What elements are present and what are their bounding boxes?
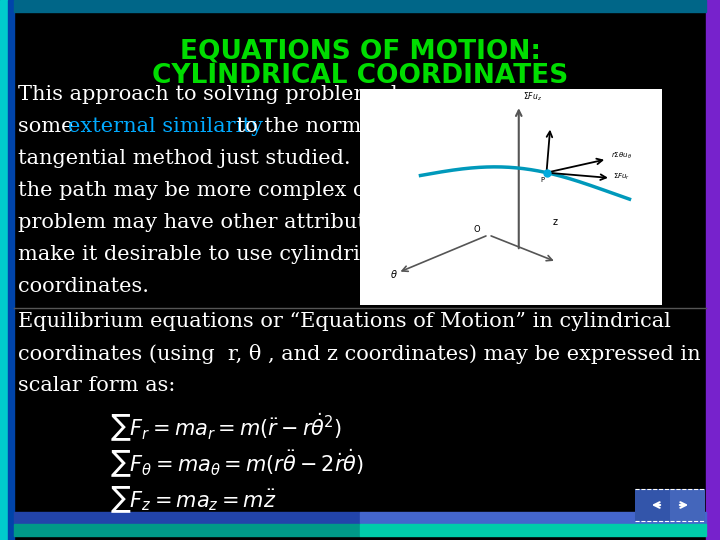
Text: $\sum F_z = ma_z = m\ddot{z}$: $\sum F_z = ma_z = m\ddot{z}$ [110,484,276,515]
Text: P: P [541,177,545,184]
Bar [8,0,14,540]
Text: $r\Sigma\theta u_\theta$: $r\Sigma\theta u_\theta$ [611,151,631,161]
Text: coordinates.: coordinates. [18,277,149,296]
Text: CYLINDRICAL COORDINATES: CYLINDRICAL COORDINATES [152,63,568,89]
Text: EQUATIONS OF MOTION:: EQUATIONS OF MOTION: [179,38,541,64]
Text: $\sum F_r = ma_r = m(\ddot{r} - r\dot{\theta}^2)$: $\sum F_r = ma_r = m(\ddot{r} - r\dot{\t… [110,412,342,444]
Text: coordinates (using  r, θ , and z coordinates) may be expressed in: coordinates (using r, θ , and z coordina… [18,344,701,364]
Text: This approach to solving problems has: This approach to solving problems has [18,85,428,104]
Bar [14,524,360,536]
Bar [0,0,8,540]
Text: $\sum F_\theta = ma_\theta = m(r\ddot{\theta} - 2\dot{r}\dot{\theta})$: $\sum F_\theta = ma_\theta = m(r\ddot{\t… [110,448,364,481]
Bar [670,489,705,521]
Bar [14,0,706,12]
Text: the path may be more complex or the: the path may be more complex or the [18,181,417,200]
Text: $\Sigma Fu_r$: $\Sigma Fu_r$ [613,172,630,183]
Text: some: some [18,117,80,136]
Text: O: O [474,225,480,234]
Text: $\theta$: $\theta$ [390,268,398,280]
Bar [360,524,706,536]
Text: scalar form as:: scalar form as: [18,376,176,395]
Text: $\Sigma Fu_z$: $\Sigma Fu_z$ [523,90,541,103]
Text: to the normal &: to the normal & [230,117,406,136]
Text: external similarity: external similarity [68,117,263,136]
Text: Equilibrium equations or “Equations of Motion” in cylindrical: Equilibrium equations or “Equations of M… [18,312,671,331]
Text: problem may have other attributes that: problem may have other attributes that [18,213,438,232]
Bar [706,0,720,540]
Bar [14,512,360,524]
Bar [360,512,706,524]
Text: tangential method just studied.  However,: tangential method just studied. However, [18,149,464,168]
Text: z: z [553,217,558,227]
Bar [635,489,670,521]
Text: make it desirable to use cylindrical: make it desirable to use cylindrical [18,245,391,264]
